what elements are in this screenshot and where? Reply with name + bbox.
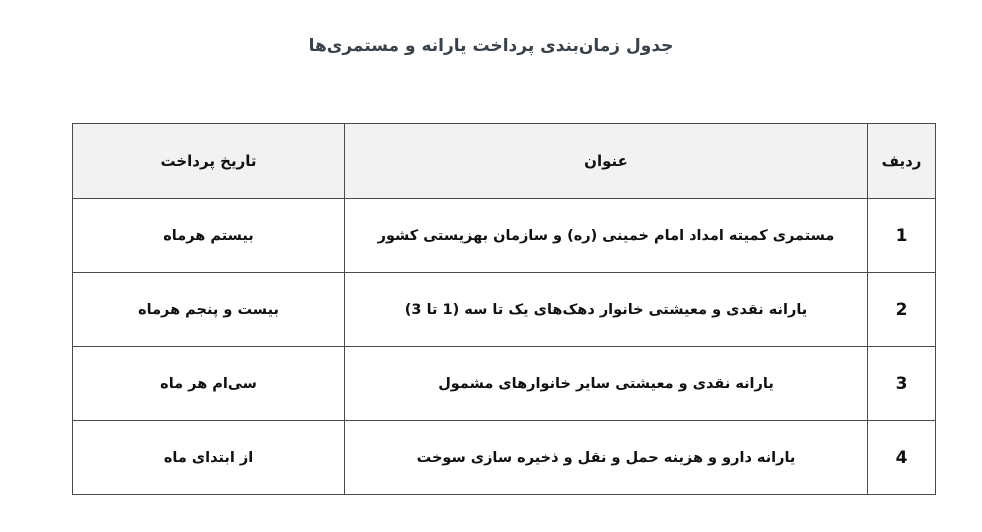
title-cell: یارانه دارو و هزینه حمل و نقل و ذخیره سا… [344, 420, 868, 495]
header-title: عنوان [344, 123, 868, 199]
row-number-cell: 1 [867, 198, 936, 273]
table-header-row: ردیف عنوان تاریخ پرداخت [72, 123, 936, 199]
table-row: 1 مستمری کمیته امداد امام خمینی (ره) و س… [72, 198, 936, 273]
row-number-cell: 3 [867, 346, 936, 421]
payment-date-cell: از ابتدای ماه [72, 420, 345, 495]
payment-date-cell: سی‌ام هر ماه [72, 346, 345, 421]
payment-date-cell: بیستم هرماه [72, 198, 345, 273]
row-number-cell: 4 [867, 420, 936, 495]
title-cell: مستمری کمیته امداد امام خمینی (ره) و ساز… [344, 198, 868, 273]
header-row-number: ردیف [867, 123, 936, 199]
table-row: 3 یارانه نقدی و معیشتی سایر خانوارهای مش… [72, 346, 936, 421]
payment-schedule-table: ردیف عنوان تاریخ پرداخت 1 مستمری کمیته ا… [72, 123, 936, 495]
page: جدول زمان‌بندی پرداخت یارانه و مستمری‌ها… [0, 36, 982, 495]
row-number-cell: 2 [867, 272, 936, 347]
header-payment-date: تاریخ پرداخت [72, 123, 345, 199]
page-title: جدول زمان‌بندی پرداخت یارانه و مستمری‌ها [308, 36, 674, 56]
table-row: 2 یارانه نقدی و معیشتی خانوار دهک‌های یک… [72, 272, 936, 347]
payment-date-cell: بیست و پنجم هرماه [72, 272, 345, 347]
title-cell: یارانه نقدی و معیشتی سایر خانوارهای مشمو… [344, 346, 868, 421]
table-row: 4 یارانه دارو و هزینه حمل و نقل و ذخیره … [72, 420, 936, 495]
title-cell: یارانه نقدی و معیشتی خانوار دهک‌های یک ت… [344, 272, 868, 347]
